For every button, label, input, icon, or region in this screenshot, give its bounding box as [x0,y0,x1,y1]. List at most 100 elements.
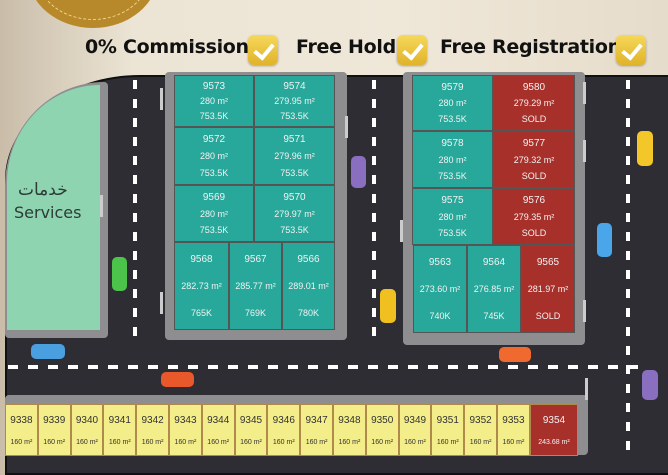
road-marking [626,80,630,452]
street-lamp-icon [585,378,588,400]
road-marking [8,365,648,369]
plot-9570[interactable]: 9570 279.97 m² 753.5K [254,185,335,242]
checkbox-icon [397,35,427,65]
plot-9338[interactable]: 9338 160 m² [5,404,38,456]
plot-price: 753.5K [280,225,309,235]
plot-area: 279.97 m² [274,209,315,219]
car-icon [637,131,653,166]
plot-id: 9577 [522,138,546,149]
services-label-ar: خدمات [18,180,68,200]
plot-id: 9346 [272,414,295,426]
plot-9567[interactable]: 9567 285.77 m² 769K [229,242,282,330]
plot-price: 769K [244,307,267,318]
plot-9345[interactable]: 9345 160 m² [234,404,268,456]
plot-area: 160 m² [469,438,492,446]
car-icon [161,372,194,387]
plot-price: SOLD [521,171,547,181]
plot-area: 160 m² [404,438,426,446]
plot-9569[interactable]: 9569 280 m² 753.5K [174,185,254,242]
plot-area: 279.95 m² [274,96,315,107]
plot-id: 9573 [202,81,226,93]
plot-9563[interactable]: 9563 273.60 m² 740K [413,245,467,333]
car-icon [499,347,531,362]
plot-9344[interactable]: 9344 160 m² [201,404,235,456]
plot-9580[interactable]: 9580 279.29 m² SOLD [493,75,575,131]
plot-id: 9338 [10,414,33,426]
feature-free-registration: Free Registration [440,36,621,58]
plot-9351[interactable]: 9351 160 m² [431,404,465,456]
plot-id: 9354 [542,414,566,426]
plot-9577[interactable]: 9577 279.32 m² SOLD [493,131,575,188]
plot-area: 160 m² [207,438,230,446]
street-lamp-icon [160,292,163,314]
plot-area: 160 m² [502,438,525,446]
plot-id: 9343 [174,414,197,426]
plot-id: 9579 [441,81,464,93]
plot-area: 160 m² [240,438,262,446]
plot-9575[interactable]: 9575 280 m² 753.5K [412,188,493,245]
car-icon [380,289,396,323]
plot-9572[interactable]: 9572 280 m² 753.5K [174,127,254,185]
plot-9564[interactable]: 9564 276.85 m² 745K [467,245,521,333]
plot-price: 753.5K [199,167,229,178]
street-lamp-icon [583,300,586,322]
plot-id: 9569 [202,192,226,203]
plot-9353[interactable]: 9353 160 m² [497,404,530,456]
plot-area: 282.73 m² [181,281,222,292]
plot-9342[interactable]: 9342 160 m² [136,404,169,456]
car-icon [112,257,127,291]
plot-id: 9574 [283,81,306,93]
plot-price: 753.5K [280,110,309,121]
plot-id: 9341 [108,414,131,426]
plot-9573[interactable]: 9573 280 m² 753.5K [174,75,254,127]
plot-9350[interactable]: 9350 160 m² [365,404,399,456]
plot-id: 9348 [338,414,361,426]
plot-9339[interactable]: 9339 160 m² [37,404,71,456]
plot-price: 753.5K [280,167,309,178]
plot-area: 279.35 m² [513,212,555,222]
street-lamp-icon [583,82,586,104]
plot-area: 160 m² [436,438,459,446]
street-lamp-icon [160,88,163,110]
street-lamp-icon [345,116,348,138]
plot-id: 9567 [244,254,267,266]
plot-9574[interactable]: 9574 279.95 m² 753.5K [254,75,335,127]
plot-9348[interactable]: 9348 160 m² [333,404,366,456]
plot-id: 9342 [141,414,164,426]
plot-id: 9571 [283,134,306,146]
plot-id: 9572 [202,134,226,146]
plot-9568[interactable]: 9568 282.73 m² 765K [174,242,229,330]
car-icon [31,344,65,359]
plot-price: 740K [429,310,451,321]
plot-9566[interactable]: 9566 289.01 m² 780K [282,242,335,330]
plot-price: SOLD [521,114,547,125]
plot-9354[interactable]: 9354 243.68 m² [530,404,578,456]
plot-price: 765K [190,307,213,318]
plot-id: 9578 [441,138,464,149]
plot-9578[interactable]: 9578 280 m² 753.5K [412,131,493,188]
plot-id: 9570 [283,192,306,203]
plot-id: 9565 [536,257,560,269]
plot-id: 9352 [469,414,492,426]
plot-area: 280 m² [199,96,228,107]
plot-9343[interactable]: 9343 160 m² [169,404,202,456]
plot-area: 279.96 m² [274,151,315,162]
plot-9352[interactable]: 9352 160 m² [464,404,497,456]
plot-9576[interactable]: 9576 279.35 m² SOLD [493,188,575,245]
plot-9579[interactable]: 9579 280 m² 753.5K [412,75,493,131]
plot-9349[interactable]: 9349 160 m² [398,404,432,456]
checkbox-icon [248,35,278,65]
plot-area: 280 m² [199,151,228,162]
plot-9347[interactable]: 9347 160 m² [300,404,333,456]
plot-9346[interactable]: 9346 160 m² [267,404,301,456]
plot-price: 745K [483,310,505,321]
plot-price: 753.5K [438,114,467,125]
plot-area: 276.85 m² [473,284,515,295]
plot-9341[interactable]: 9341 160 m² [103,404,137,456]
plot-area: 280 m² [199,209,228,219]
plot-id: 9580 [522,81,546,93]
plot-9565[interactable]: 9565 281.97 m² SOLD [521,245,575,333]
plot-id: 9575 [441,195,464,206]
plot-9571[interactable]: 9571 279.96 m² 753.5K [254,127,335,185]
plot-9340[interactable]: 9340 160 m² [70,404,104,456]
